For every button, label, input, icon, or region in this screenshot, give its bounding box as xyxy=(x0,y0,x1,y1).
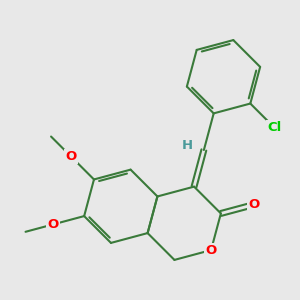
Text: H: H xyxy=(182,139,193,152)
Text: O: O xyxy=(248,198,260,211)
Text: O: O xyxy=(65,150,77,163)
Text: Cl: Cl xyxy=(267,121,282,134)
Text: O: O xyxy=(206,244,217,256)
Text: O: O xyxy=(47,218,58,231)
